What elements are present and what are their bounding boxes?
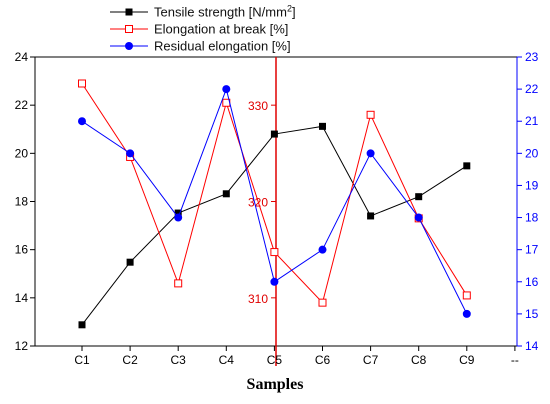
legend-label-text: Elongation at break [%]	[154, 22, 288, 37]
data-point-tensile	[174, 209, 182, 217]
legend-marker-elongation	[125, 25, 133, 33]
right-tick-label: 16	[525, 275, 539, 289]
middle-tick-label: 310	[248, 292, 268, 306]
x-tick-label: C1	[74, 353, 90, 367]
middle-tick-label: 330	[248, 99, 268, 113]
axes: 1214161820222414151617181920212223310320…	[15, 50, 539, 367]
left-tick-label: 24	[15, 50, 29, 64]
legend-label-elongation: Elongation at break [%]	[154, 22, 288, 37]
data-point-elongation	[174, 279, 183, 288]
data-point-elongation	[462, 291, 471, 300]
data-point-residual	[222, 85, 231, 94]
x-tick-label: C2	[122, 353, 138, 367]
right-tick-label: 15	[525, 307, 539, 321]
series-group	[78, 79, 471, 329]
data-point-residual	[174, 213, 183, 222]
legend-label-residual: Residual elongation [%]	[154, 39, 291, 54]
data-point-elongation	[318, 298, 327, 307]
left-tick-label: 12	[15, 339, 29, 353]
right-tick-label: 22	[525, 82, 539, 96]
data-point-residual	[78, 117, 86, 126]
data-point-tensile	[270, 130, 278, 138]
legend-label-text: Tensile strength [N/mm	[154, 5, 287, 20]
x-tick-label: C9	[459, 353, 475, 367]
data-point-residual	[366, 149, 375, 158]
legend-label-superscript: 2	[287, 4, 292, 14]
x-tick-label: --	[511, 353, 519, 367]
data-point-tensile	[463, 162, 471, 170]
series-line-elongation	[81, 83, 468, 304]
legend: Tensile strength [N/mm2] Elongation at br…	[110, 4, 296, 54]
x-tick-label: C5	[267, 353, 283, 367]
legend-marker-residual	[125, 42, 133, 50]
data-point-residual	[270, 277, 279, 286]
data-point-residual	[414, 213, 423, 222]
data-point-residual	[318, 245, 327, 254]
x-tick-label: C6	[315, 353, 331, 367]
right-tick-label: 17	[525, 243, 539, 257]
series-line-tensile	[81, 125, 468, 326]
left-tick-label: 18	[15, 195, 29, 209]
x-tick-label: C7	[363, 353, 379, 367]
right-tick-label: 19	[525, 178, 539, 192]
right-tick-label: 18	[525, 211, 539, 225]
data-point-residual	[462, 309, 471, 318]
left-tick-label: 14	[15, 291, 29, 305]
legend-marker-tensile	[125, 8, 133, 16]
legend-label-text: Residual elongation [%]	[154, 39, 291, 54]
left-tick-label: 22	[15, 98, 29, 112]
data-point-tensile	[367, 212, 375, 220]
right-tick-label: 14	[525, 339, 539, 353]
data-point-tensile	[319, 122, 326, 130]
data-point-tensile	[126, 258, 134, 266]
x-tick-label: C3	[171, 353, 187, 367]
right-tick-label: 23	[525, 50, 539, 64]
legend-label-close: ]	[292, 5, 296, 20]
data-point-tensile	[415, 193, 423, 201]
data-point-tensile	[78, 321, 86, 329]
x-tick-label: C8	[411, 353, 427, 367]
data-point-tensile	[222, 190, 230, 198]
data-point-elongation	[270, 248, 279, 257]
left-tick-label: 16	[15, 243, 29, 257]
left-tick-label: 20	[15, 146, 29, 160]
data-point-residual	[126, 149, 135, 158]
x-tick-label: C4	[219, 353, 235, 367]
right-tick-label: 20	[525, 146, 539, 160]
legend-label-tensile: Tensile strength [N/mm2]	[154, 4, 296, 20]
right-tick-label: 21	[525, 114, 539, 128]
data-point-elongation	[78, 79, 86, 88]
x-axis-title: Samples	[247, 376, 304, 393]
data-point-elongation	[366, 110, 375, 119]
